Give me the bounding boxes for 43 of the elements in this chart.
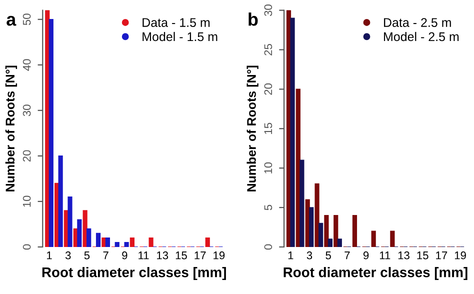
x-tick-label: 15 [417, 252, 428, 260]
x-axis-title: Root diameter classes [mm] [284, 267, 468, 280]
x-tick-label: 17 [436, 252, 448, 260]
y-tick-label: 15 [264, 122, 272, 134]
y-tick-label: 20 [22, 150, 31, 162]
y-tick-label: 0 [264, 244, 272, 250]
x-tick-label: 1 [288, 252, 294, 260]
y-tick-label: 5 [264, 204, 272, 210]
y-tick-label: 30 [22, 104, 31, 116]
x-tick-label: 7 [344, 252, 350, 260]
y-tick-label: 40 [22, 59, 31, 71]
y-tick-label: 50 [22, 14, 31, 26]
x-tick-label: 13 [157, 251, 168, 260]
y-axis-title: Number of Roots [N°] [246, 66, 258, 192]
y-tick-label: 20 [264, 83, 272, 95]
x-tick-label: 9 [363, 251, 369, 260]
x-tick-label: 5 [326, 252, 331, 260]
x-tick-label: 13 [398, 251, 410, 260]
y-tick-label: 10 [22, 196, 31, 207]
y-tick-label: 10 [264, 162, 272, 174]
x-tick-label: 9 [122, 251, 128, 260]
x-tick-label: 1 [47, 252, 52, 260]
x-tick-label: 11 [138, 252, 149, 260]
x-tick-label: 11 [380, 252, 390, 260]
x-axis-title: Root diameter classes [mm] [42, 267, 226, 280]
y-tick-label: 30 [264, 4, 272, 16]
legend-label: Data - 2.5 m [384, 18, 451, 27]
x-tick-label: 19 [454, 251, 466, 260]
y-tick-label: 0 [22, 244, 31, 250]
x-tick-label: 7 [103, 252, 108, 260]
x-tick-label: 15 [176, 252, 187, 260]
x-tick-label: 3 [65, 251, 71, 260]
legend-label: Model - 1.5 m [142, 32, 218, 42]
x-tick-label: 17 [194, 252, 206, 260]
y-tick-label: 25 [264, 44, 272, 56]
x-tick-label: 5 [84, 252, 90, 260]
legend-label: Model - 2.5 m [384, 32, 459, 42]
x-tick-label: 19 [214, 251, 225, 260]
legend-label: Data - 1.5 m [142, 18, 210, 27]
x-tick-label: 3 [306, 251, 312, 260]
chart-title: b [248, 12, 258, 26]
chart-title: a [6, 16, 16, 26]
y-axis-title: Number of Roots [N°] [5, 66, 18, 192]
